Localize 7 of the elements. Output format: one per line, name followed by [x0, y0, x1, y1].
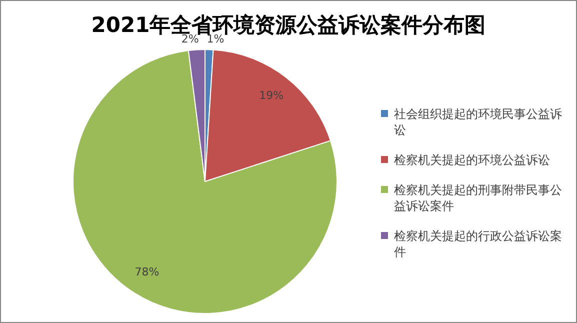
legend-label: 检察机关提起的刑事附带民事公益诉讼案件 [394, 182, 563, 214]
legend-label: 检察机关提起的行政公益诉讼案件 [394, 228, 563, 260]
legend-label: 社会组织提起的环境民事公益诉讼 [394, 106, 563, 138]
data-label: 78% [134, 266, 160, 279]
data-label: 2% [181, 32, 199, 46]
legend-label: 检察机关提起的环境公益诉讼 [394, 152, 550, 168]
data-label: 19% [259, 88, 284, 102]
